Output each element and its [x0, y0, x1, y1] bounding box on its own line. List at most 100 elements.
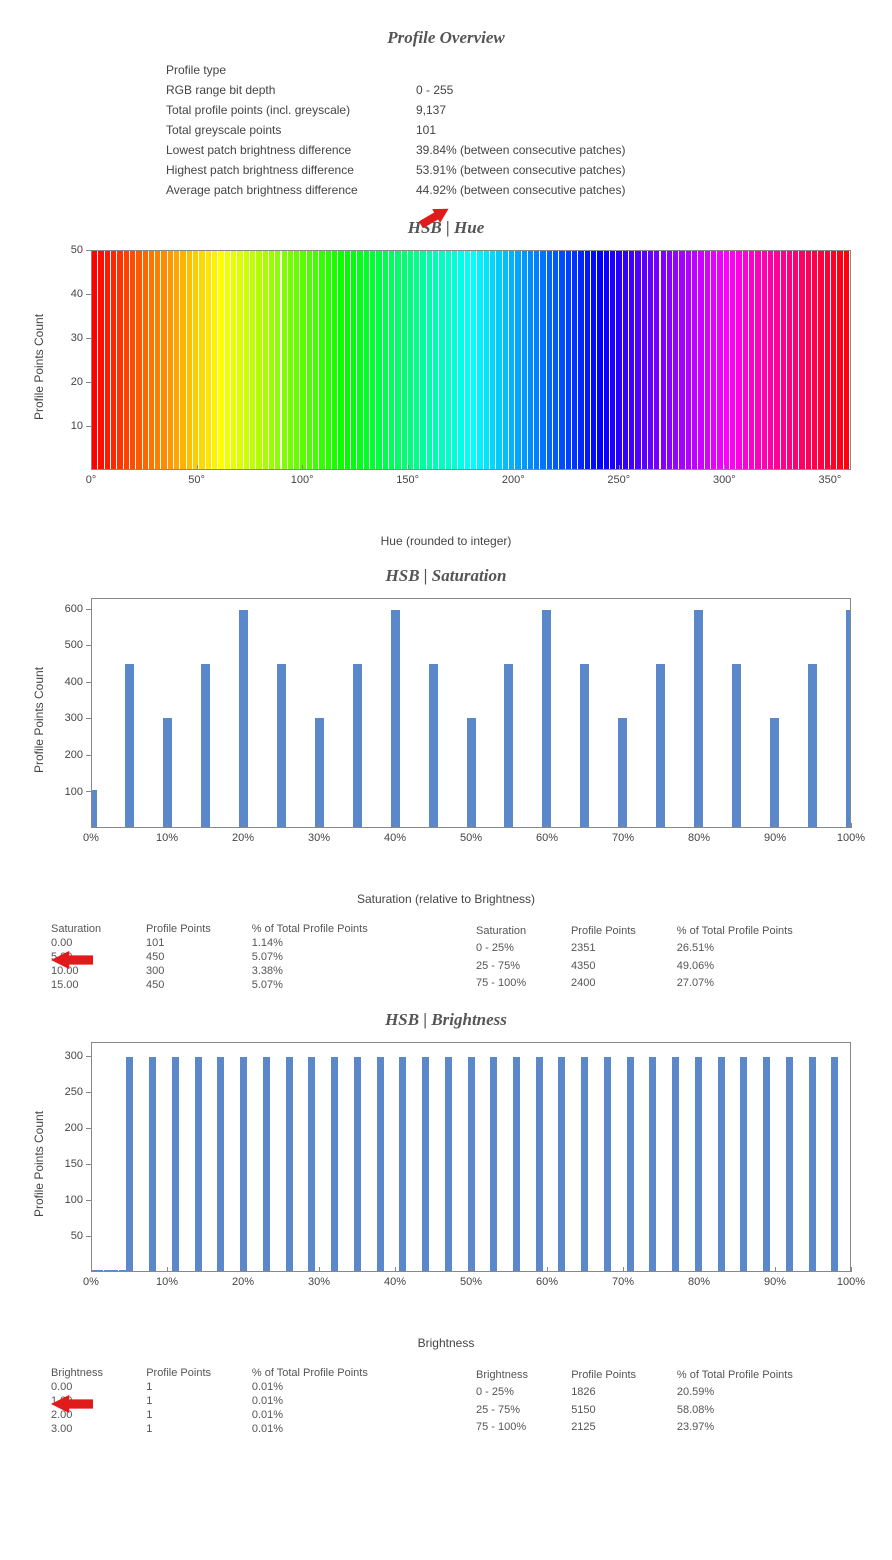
overview-title: Profile Overview: [20, 28, 872, 48]
hue-bar: [768, 251, 773, 469]
x-tick: 250°: [607, 474, 630, 486]
bar: [201, 664, 210, 827]
hue-bar: [749, 251, 754, 469]
hue-bar: [774, 251, 779, 469]
y-tick: 50: [71, 1230, 83, 1242]
hue-bar: [130, 251, 135, 469]
table-cell: 4350: [571, 957, 677, 975]
bar: [504, 664, 513, 827]
hue-bar: [496, 251, 501, 469]
hue-bar: [528, 251, 533, 469]
table: BrightnessProfile Points% of Total Profi…: [476, 1366, 841, 1436]
sat-title: HSB | Saturation: [20, 566, 872, 586]
hue-bar: [818, 251, 823, 469]
bar: [786, 1057, 793, 1271]
x-tick: 10%: [156, 1276, 178, 1288]
hue-bar: [136, 251, 141, 469]
hue-bar: [452, 251, 457, 469]
table-row: 0 - 25%235126.51%: [476, 940, 841, 958]
bar: [467, 718, 476, 827]
bar: [604, 1057, 611, 1271]
hue-bar: [275, 251, 280, 469]
table-row: 1.0010.01%: [51, 1394, 416, 1408]
y-tick: 10: [71, 420, 83, 432]
hue-bar: [433, 251, 438, 469]
bar: [513, 1057, 520, 1271]
table-header: Saturation: [476, 922, 571, 940]
bar: [111, 1270, 118, 1271]
hue-bar: [799, 251, 804, 469]
hue-bar: [673, 251, 678, 469]
table-cell: 450: [146, 978, 252, 992]
bar: [558, 1057, 565, 1271]
table-row: 75 - 100%212523.97%: [476, 1419, 841, 1437]
y-tick: 300: [65, 712, 83, 724]
table-cell: 58.08%: [677, 1401, 841, 1419]
hue-bar: [174, 251, 179, 469]
hue-bar: [698, 251, 703, 469]
table: BrightnessProfile Points% of Total Profi…: [51, 1366, 416, 1436]
overview-label: Average patch brightness difference: [166, 180, 416, 200]
overview-label: Lowest patch brightness difference: [166, 140, 416, 160]
hue-bar: [762, 251, 767, 469]
bar: [96, 1270, 103, 1271]
bar: [391, 610, 400, 827]
hue-bar: [465, 251, 470, 469]
hue-bar: [199, 251, 204, 469]
table-cell: 1: [146, 1380, 252, 1394]
x-tick: 200°: [502, 474, 525, 486]
hue-bar: [477, 251, 482, 469]
callout-arrow-icon: [51, 1393, 93, 1415]
overview-value: 53.91% (between consecutive patches): [416, 160, 716, 180]
hue-bar: [364, 251, 369, 469]
bar: [239, 610, 248, 827]
hue-bar: [692, 251, 697, 469]
hue-bar: [686, 251, 691, 469]
bar: [536, 1057, 543, 1271]
hue-bar: [288, 251, 293, 469]
table-cell: 5150: [571, 1401, 677, 1419]
hue-bar: [218, 251, 223, 469]
hue-bar: [679, 251, 684, 469]
hue-bar: [143, 251, 148, 469]
hue-bar: [256, 251, 261, 469]
bar: [490, 1057, 497, 1271]
brightness-chart: Profile Points Count 50100150200250300 0…: [36, 1042, 856, 1312]
saturation-tables: SaturationProfile Points% of Total Profi…: [51, 922, 841, 992]
x-tick: 150°: [396, 474, 419, 486]
y-tick: 500: [65, 639, 83, 651]
hue-bar: [383, 251, 388, 469]
table-cell: 49.06%: [677, 957, 841, 975]
hue-bar: [193, 251, 198, 469]
hue-bar: [389, 251, 394, 469]
table-header: Brightness: [51, 1366, 146, 1380]
hue-bar: [705, 251, 710, 469]
hue-bar: [332, 251, 337, 469]
overview-value: [416, 60, 716, 80]
bar: [149, 1057, 156, 1271]
table-cell: 75 - 100%: [476, 1419, 571, 1437]
hue-bar: [300, 251, 305, 469]
x-tick: 70%: [612, 832, 634, 844]
y-tick: 150: [65, 1158, 83, 1170]
table-row: Average patch brightness difference44.92…: [166, 180, 726, 200]
hue-bar: [736, 251, 741, 469]
table-header: % of Total Profile Points: [677, 922, 841, 940]
bar: [580, 664, 589, 827]
overview-label: RGB range bit depth: [166, 80, 416, 100]
table-header: Profile Points: [571, 922, 677, 940]
hue-bar: [730, 251, 735, 469]
y-tick: 20: [71, 376, 83, 388]
hue-bar: [553, 251, 558, 469]
x-tick: 90%: [764, 832, 786, 844]
overview-value: 44.92% (between consecutive patches): [416, 180, 716, 200]
x-tick: 60%: [536, 832, 558, 844]
hue-bar: [661, 251, 666, 469]
table-cell: 0 - 25%: [476, 940, 571, 958]
hue-bar: [572, 251, 577, 469]
hue-bar: [244, 251, 249, 469]
hue-bar: [591, 251, 596, 469]
hue-bar: [111, 251, 116, 469]
hue-bar: [654, 251, 659, 469]
bar: [809, 1057, 816, 1271]
